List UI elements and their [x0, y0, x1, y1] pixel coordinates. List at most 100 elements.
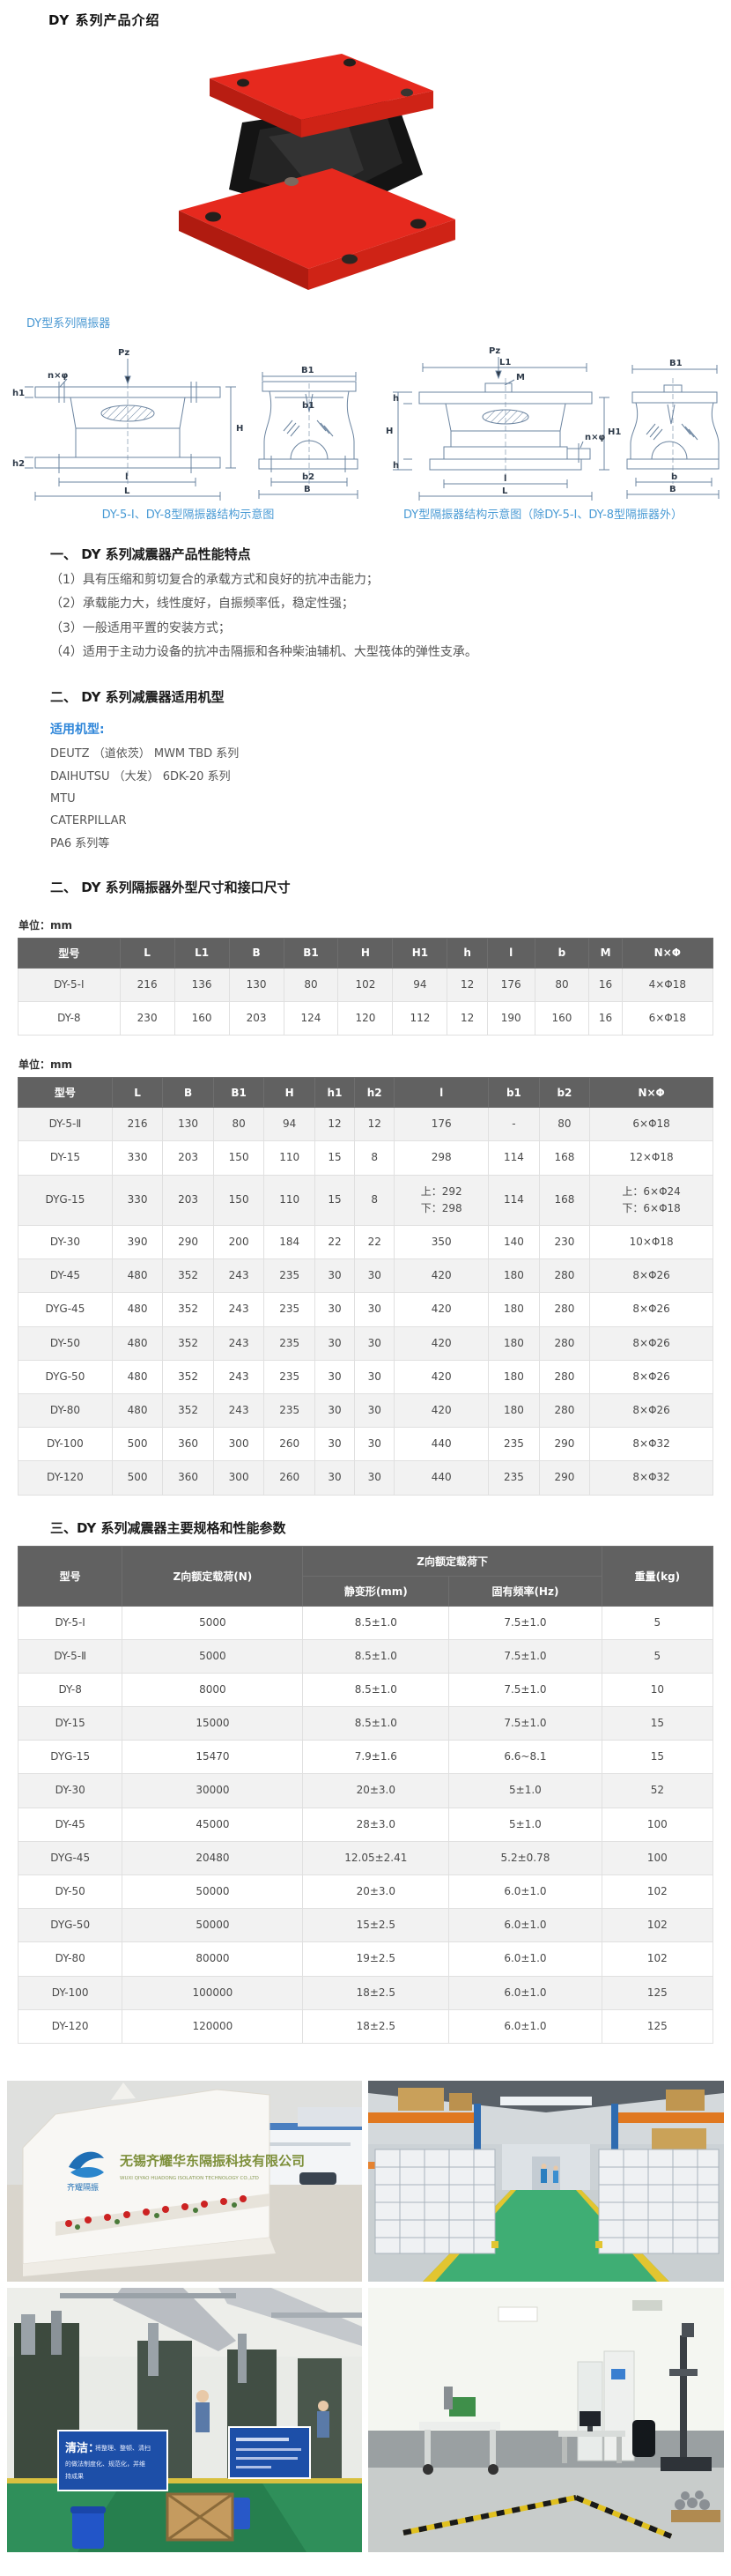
model-list: DEUTZ （道依茨） MWM TBD 系列 DAIHUTSU （大发） 6DK-… [50, 743, 731, 855]
col-header: b1 [488, 1077, 540, 1109]
value-cell: 19±2.5 [302, 1941, 450, 1977]
value-cell: 203 [228, 1001, 284, 1036]
product-photo [179, 54, 455, 290]
value-cell: 114 [488, 1140, 540, 1176]
model-cell: DY-5-Ⅱ [17, 1638, 123, 1674]
value-cell: 30 [314, 1325, 356, 1361]
value-cell: 8000 [122, 1672, 304, 1708]
col-header: B1 [283, 937, 339, 969]
table2-header: 型号 L B B1 H h1 h2 l b1 b2 N×Φ [18, 1077, 713, 1109]
value-cell: 203 [162, 1140, 214, 1176]
model-list-item: DAIHUTSU （大发） 6DK-20 系列 [50, 769, 231, 783]
value-cell: 8.5±1.0 [302, 1672, 450, 1708]
table-row: DY-5-Ⅰ 5000 8.5±1.0 7.5±1.0 5 [17, 1605, 714, 1640]
model-cell: DY-120 [17, 2008, 123, 2044]
model-cell: DY-5-Ⅰ [17, 1605, 123, 1640]
table-row: DY-15 15000 8.5±1.0 7.5±1.0 15 [17, 1706, 714, 1741]
value-cell: 176 [394, 1107, 490, 1142]
value-cell: 8.5±1.0 [302, 1706, 450, 1741]
svg-text:b2: b2 [302, 472, 314, 482]
value-cell: 184 [263, 1225, 315, 1260]
col-header: 重量(kg) [601, 1545, 714, 1607]
value-cell: 5±1.0 [448, 1807, 602, 1842]
value-cell: 30 [314, 1359, 356, 1394]
value-cell: 420 [394, 1392, 490, 1429]
value-cell: 100000 [122, 1975, 304, 2010]
value-cell: 30 [314, 1258, 356, 1294]
col-header: B [228, 937, 284, 969]
table-row: DY-120 120000 18±2.5 6.0±1.0 125 [17, 2008, 714, 2044]
value-cell: 10 [601, 1672, 714, 1708]
svg-text:n×φ: n×φ [48, 371, 68, 381]
value-cell: 330 [111, 1140, 164, 1176]
table-row: DY-100 500 360 300 260 30 30 440 235 290 8×Φ32 [18, 1427, 713, 1462]
model-cell: DYG-15 [17, 1740, 123, 1775]
value-cell: 102 [337, 967, 394, 1003]
value-cell: 16 [588, 967, 623, 1003]
value-cell: 180 [488, 1292, 540, 1327]
svg-text:B1: B1 [669, 359, 683, 368]
value-cell: 420 [394, 1292, 490, 1327]
value-cell: 130 [228, 967, 284, 1003]
model-cell: DY-8 [18, 1001, 121, 1036]
vent [632, 2299, 662, 2311]
col-header: M [588, 937, 623, 969]
diagram-caption-left: DY-5-Ⅰ、DY-8型隔振器结构示意图 [101, 509, 275, 522]
svg-text:n×φ: n×φ [585, 433, 605, 442]
section1-heading: 一、 DY 系列减震器产品性能特点 [50, 546, 251, 562]
factory-photo-grid: 齐耀隔振 无锡齐耀华东隔振科技有限公司 WUXI QIYAO HUADONG I… [7, 2080, 724, 2552]
value-cell: 12 [354, 1107, 395, 1142]
value-cell: 480 [111, 1325, 164, 1361]
value-cell: 30 [314, 1427, 356, 1462]
col-header: b [534, 937, 590, 969]
value-cell: 500 [111, 1427, 164, 1462]
value-cell: 124 [283, 1001, 339, 1036]
photo-testing-lab [368, 2287, 724, 2552]
value-cell: 440 [394, 1427, 490, 1462]
value-cell: 80000 [122, 1941, 304, 1977]
photo-production-workshop: 清洁： 将整理、整顿、清扫 的做法制度化、规范化，并维 持成果 [7, 2287, 362, 2552]
company-name-en: WUXI QIYAO HUADONG ISOLATION TECHNOLOGY … [120, 2176, 259, 2181]
svg-text:b: b [671, 472, 677, 482]
value-cell: 5 [601, 1638, 714, 1674]
model-cell: DY-50 [17, 1874, 123, 1910]
table-row: DY-30 30000 20±3.0 5±1.0 52 [17, 1773, 714, 1808]
diagram-captions: DY-5-Ⅰ、DY-8型隔振器结构示意图 DY型隔振器结构示意图（除DY-5-Ⅰ… [11, 505, 720, 522]
value-cell: 100 [601, 1807, 714, 1842]
model-cell: DY-45 [17, 1807, 123, 1842]
value-cell: 352 [162, 1359, 214, 1394]
value-cell: 180 [488, 1359, 540, 1394]
model-cell: DY-100 [17, 1975, 123, 2010]
office-chair [632, 2419, 655, 2457]
section2-heading: 二、 DY 系列减震器适用机型 [50, 689, 225, 706]
table-row: DY-50 480 352 243 235 30 30 420 180 280 8×Φ26 [18, 1325, 713, 1361]
value-cell: 280 [538, 1325, 591, 1361]
company-name-cn: 无锡齐耀华东隔振科技有限公司 [119, 2153, 305, 2169]
page-title: DY 系列产品介绍 [48, 12, 160, 28]
model-cell: DYG-45 [18, 1292, 113, 1327]
value-cell: 52 [601, 1773, 714, 1808]
svg-text:l: l [504, 474, 506, 484]
feature-item: （2）承载能力大，线性度好，自振频率低，稳定性强； [50, 597, 354, 612]
col-header: h [447, 937, 488, 969]
value-cell: 180 [488, 1392, 540, 1429]
value-cell: 20480 [122, 1840, 304, 1876]
model-list-item: PA6 系列等 [50, 836, 110, 850]
value-cell: 4×Φ18 [621, 967, 714, 1003]
model-cell: DY-80 [17, 1941, 123, 1977]
value-cell: 8 [354, 1174, 395, 1227]
table-row: DYG-45 20480 12.05±2.41 5.2±0.78 100 [17, 1840, 714, 1876]
diagram-right-labels: Pz L1 M h H H1 n×φ h l L B1 b B [386, 346, 683, 496]
svg-text:的做法制度化、规范化，并维: 的做法制度化、规范化，并维 [65, 2460, 145, 2468]
value-cell: 290 [538, 1427, 591, 1462]
feature-list: （1）具有压缩和剪切复合的承载方式和良好的抗冲击能力； （2）承载能力大，线性度… [50, 568, 731, 664]
value-cell: 480 [111, 1292, 164, 1327]
svg-text:l: l [125, 472, 128, 482]
value-cell: 20±3.0 [302, 1773, 450, 1808]
value-cell: 110 [263, 1174, 315, 1227]
model-cell: DYG-15 [18, 1174, 113, 1227]
section2-heading2: 二、 DY 系列隔振器外型尺寸和接口尺寸 [50, 879, 291, 895]
value-cell: 12 [447, 967, 488, 1003]
value-cell: 15 [314, 1140, 356, 1176]
table-row: DY-15 330 203 150 110 15 8 298 114 168 12×Φ18 [18, 1140, 713, 1176]
